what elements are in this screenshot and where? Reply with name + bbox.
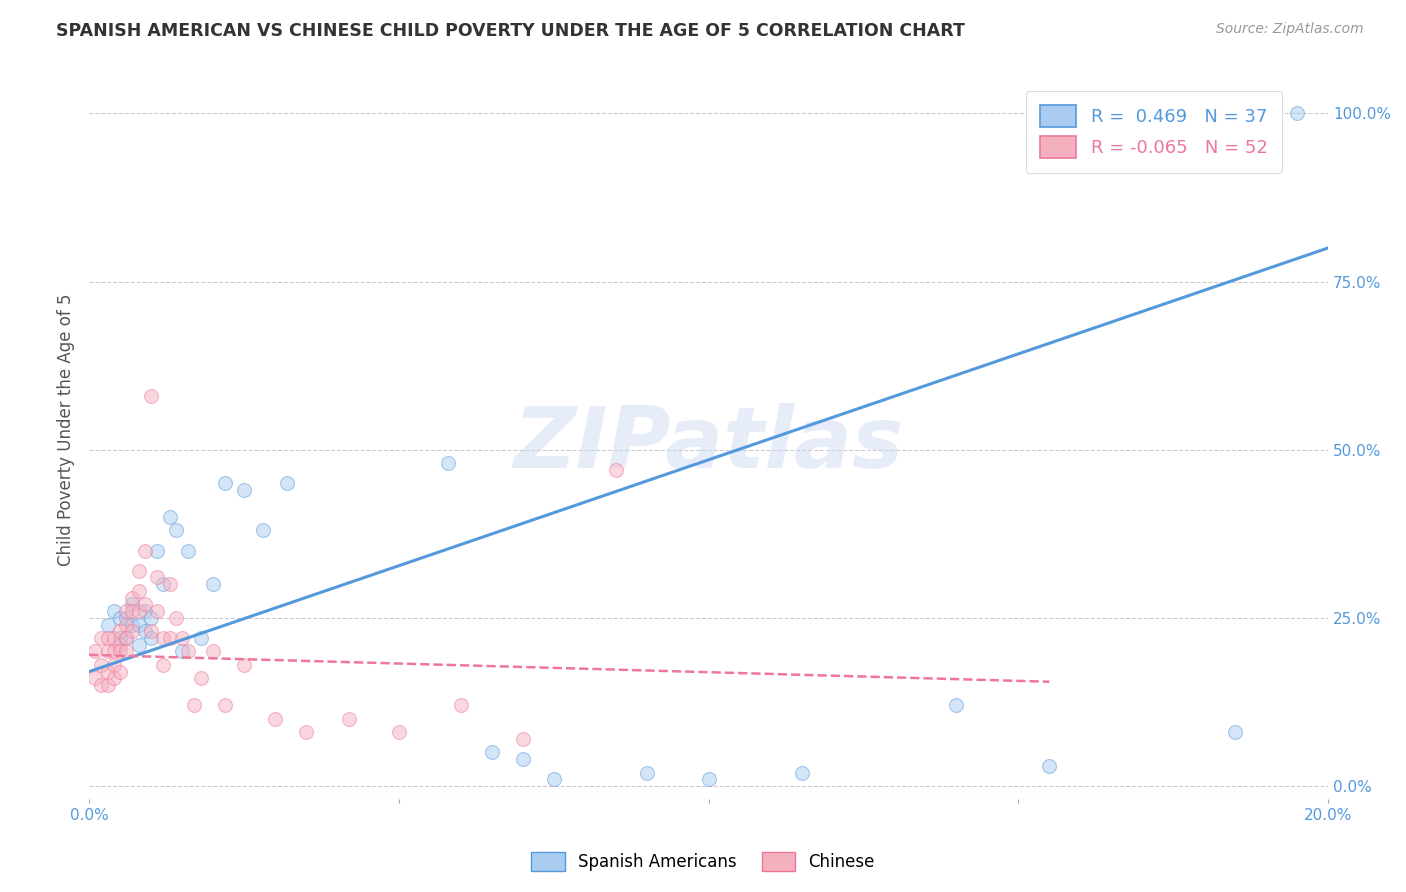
- Text: Source: ZipAtlas.com: Source: ZipAtlas.com: [1216, 22, 1364, 37]
- Point: [152, 577, 174, 591]
- Point: [790, 765, 813, 780]
- Point: [115, 611, 138, 625]
- Point: [276, 476, 298, 491]
- Point: [201, 577, 224, 591]
- Point: [146, 604, 169, 618]
- Point: [165, 611, 187, 625]
- Point: [512, 752, 534, 766]
- Point: [115, 604, 138, 618]
- Point: [121, 591, 143, 605]
- Point: [97, 644, 120, 658]
- Point: [121, 604, 143, 618]
- Point: [97, 678, 120, 692]
- Text: ZIPatlas: ZIPatlas: [513, 403, 904, 486]
- Point: [159, 510, 181, 524]
- Point: [108, 624, 131, 639]
- Point: [152, 657, 174, 672]
- Point: [115, 631, 138, 645]
- Point: [139, 624, 162, 639]
- Point: [481, 745, 503, 759]
- Text: SPANISH AMERICAN VS CHINESE CHILD POVERTY UNDER THE AGE OF 5 CORRELATION CHART: SPANISH AMERICAN VS CHINESE CHILD POVERT…: [56, 22, 965, 40]
- Point: [170, 631, 193, 645]
- Point: [1038, 759, 1060, 773]
- Point: [177, 543, 200, 558]
- Point: [84, 644, 107, 658]
- Point: [165, 524, 187, 538]
- Point: [264, 712, 287, 726]
- Point: [103, 657, 125, 672]
- Point: [388, 725, 411, 739]
- Point: [108, 638, 131, 652]
- Point: [183, 698, 205, 713]
- Point: [103, 672, 125, 686]
- Point: [543, 772, 565, 787]
- Point: [139, 631, 162, 645]
- Point: [512, 731, 534, 746]
- Point: [121, 624, 143, 639]
- Point: [121, 598, 143, 612]
- Y-axis label: Child Poverty Under the Age of 5: Child Poverty Under the Age of 5: [58, 293, 75, 566]
- Point: [103, 631, 125, 645]
- Point: [128, 583, 150, 598]
- Point: [1286, 106, 1309, 120]
- Point: [214, 698, 236, 713]
- Point: [115, 631, 138, 645]
- Point: [605, 463, 627, 477]
- Point: [128, 604, 150, 618]
- Point: [146, 570, 169, 584]
- Point: [128, 564, 150, 578]
- Point: [97, 617, 120, 632]
- Point: [337, 712, 360, 726]
- Point: [177, 644, 200, 658]
- Point: [103, 644, 125, 658]
- Point: [103, 604, 125, 618]
- Point: [84, 672, 107, 686]
- Point: [159, 631, 181, 645]
- Point: [97, 665, 120, 679]
- Point: [139, 611, 162, 625]
- Point: [146, 543, 169, 558]
- Point: [90, 678, 112, 692]
- Point: [108, 644, 131, 658]
- Point: [233, 483, 256, 497]
- Point: [108, 665, 131, 679]
- Point: [233, 657, 256, 672]
- Point: [437, 456, 460, 470]
- Point: [90, 631, 112, 645]
- Point: [134, 624, 156, 639]
- Point: [97, 631, 120, 645]
- Point: [945, 698, 967, 713]
- Point: [134, 604, 156, 618]
- Point: [159, 577, 181, 591]
- Point: [134, 598, 156, 612]
- Point: [190, 631, 212, 645]
- Point: [1225, 725, 1247, 739]
- Point: [128, 638, 150, 652]
- Point: [252, 524, 274, 538]
- Point: [697, 772, 720, 787]
- Point: [139, 389, 162, 403]
- Point: [115, 617, 138, 632]
- Point: [201, 644, 224, 658]
- Point: [152, 631, 174, 645]
- Point: [108, 631, 131, 645]
- Point: [121, 617, 143, 632]
- Point: [108, 611, 131, 625]
- Legend: R =  0.469   N = 37, R = -0.065   N = 52: R = 0.469 N = 37, R = -0.065 N = 52: [1025, 91, 1282, 173]
- Point: [636, 765, 658, 780]
- Point: [295, 725, 318, 739]
- Point: [170, 644, 193, 658]
- Point: [134, 543, 156, 558]
- Legend: Spanish Americans, Chinese: Spanish Americans, Chinese: [523, 843, 883, 880]
- Point: [450, 698, 472, 713]
- Point: [190, 672, 212, 686]
- Point: [214, 476, 236, 491]
- Point: [90, 657, 112, 672]
- Point: [128, 617, 150, 632]
- Point: [115, 644, 138, 658]
